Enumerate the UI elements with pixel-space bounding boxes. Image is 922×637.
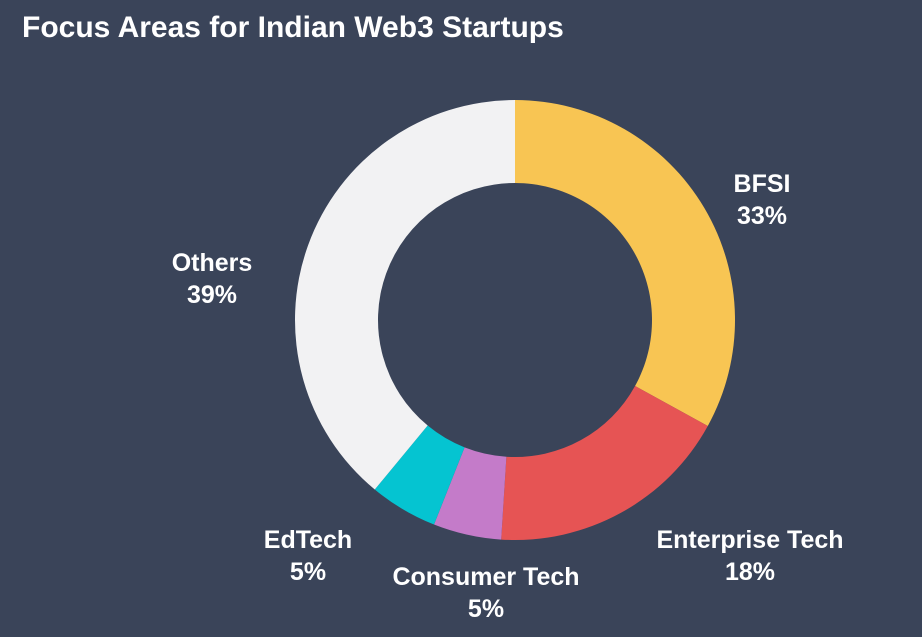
slice-value-others: 39% xyxy=(187,281,237,309)
slice-label-consumer-tech: Consumer Tech xyxy=(392,563,579,591)
slice-value-bfsi: 33% xyxy=(737,202,787,230)
slice-bfsi xyxy=(515,100,735,426)
slice-others xyxy=(295,100,515,490)
slice-edtech xyxy=(374,425,465,525)
slice-consumer-tech xyxy=(434,447,507,540)
slice-value-edtech: 5% xyxy=(290,558,326,586)
slice-label-edtech: EdTech xyxy=(264,526,352,554)
slice-enterprise-tech xyxy=(501,386,708,540)
slice-label-others: Others xyxy=(172,249,253,277)
slice-label-enterprise-tech: Enterprise Tech xyxy=(656,526,843,554)
slice-value-consumer-tech: 5% xyxy=(468,595,504,623)
slice-value-enterprise-tech: 18% xyxy=(725,558,775,586)
chart-title: Focus Areas for Indian Web3 Startups xyxy=(22,11,564,44)
slice-label-bfsi: BFSI xyxy=(734,170,791,198)
